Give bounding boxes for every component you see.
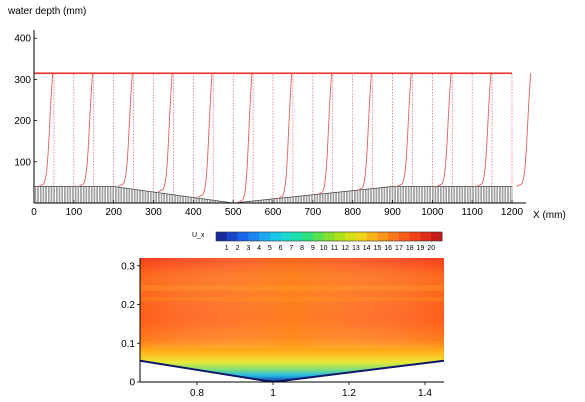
x-tick-label: 200 (105, 207, 122, 218)
y-tick-label: 400 (14, 34, 31, 45)
colorbar-cell (248, 232, 260, 241)
colorbar-label: 1 (225, 245, 229, 252)
x-tick-label: 300 (145, 207, 162, 218)
y-tick-label: 100 (14, 157, 31, 168)
x-tick-label: 1000 (421, 207, 444, 218)
colorbar-cell (366, 232, 378, 241)
colorbar-cell (237, 232, 249, 241)
top-y-label: water depth (mm) (7, 6, 86, 17)
velocity-profile (38, 73, 54, 187)
y-tick-label: 200 (14, 116, 31, 127)
velocity-profile (117, 73, 133, 187)
colorbar-cell (431, 232, 443, 241)
heatmap-y-ticks: 0 0.1 0.2 0.3 (121, 261, 140, 389)
colorbar-cell (377, 232, 389, 241)
colorbar-cell (420, 232, 432, 241)
velocity-heatmap: 0.8 1 1.2 1.4 0 0.1 0.2 0.3 (121, 258, 444, 399)
x-tick-label: 1.2 (342, 388, 356, 399)
colorbar-cell (291, 232, 303, 241)
velocity-profile (197, 73, 213, 198)
velocity-profile (237, 73, 253, 204)
velocity-profile (436, 73, 452, 187)
velocity-profiles (33, 73, 532, 204)
colorbar-label: 6 (279, 245, 283, 252)
colorbar-label: 8 (300, 245, 304, 252)
colorbar-cell (409, 232, 421, 241)
velocity-profile (157, 73, 173, 193)
colorbar-cell (312, 232, 325, 241)
colorbar-label: 14 (363, 245, 371, 252)
top-x-label: X (mm) (533, 210, 566, 221)
velocity-profile (356, 73, 372, 192)
x-tick-label: 700 (304, 207, 321, 218)
colorbar-cell (323, 232, 335, 241)
colorbar-label: 15 (374, 245, 382, 252)
velocity-profile (78, 73, 94, 187)
heatmap-bed-line (140, 359, 444, 382)
colorbar: U_x 1 2 3 4 5 6 7 8 9 10 11 12 13 14 15 16 17 18 19 20 (192, 231, 443, 252)
x-tick-label: 1 (270, 388, 276, 399)
depth-profile-chart: 0 100 200 300 400 500 600 700 800 900 1000 1100 1200… (7, 6, 566, 221)
colorbar-label: 3 (246, 245, 250, 252)
colorbar-cell (388, 232, 400, 241)
colorbar-cell (398, 232, 411, 241)
heatmap-x-ticks: 0.8 1 1.2 1.4 (190, 382, 432, 399)
colorbar-cell (345, 232, 357, 241)
top-y-ticks: 100 200 300 400 (14, 34, 37, 168)
colorbar-cell (280, 232, 292, 241)
velocity-profile (317, 73, 333, 196)
colorbar-label: 17 (395, 245, 403, 252)
colorbar-label: 11 (331, 245, 338, 252)
colorbar-label: 12 (341, 245, 349, 252)
colorbar-title: U_x (192, 232, 205, 239)
colorbar-cell (355, 232, 368, 241)
colorbar-cell (269, 232, 281, 241)
colorbar-label: 10 (320, 245, 328, 252)
y-tick-label: 300 (14, 75, 31, 86)
y-tick-label: 0 (129, 378, 135, 389)
x-tick-label: 1.4 (418, 388, 432, 399)
velocity-profile (516, 73, 532, 187)
colorbar-label: 20 (427, 245, 435, 252)
colorbar-cell (302, 232, 314, 241)
x-tick-label: 800 (344, 207, 361, 218)
x-tick-label: 400 (185, 207, 202, 218)
y-tick-label: 0.1 (121, 339, 135, 350)
velocity-profile (396, 73, 412, 187)
velocity-profile (277, 73, 293, 200)
y-tick-label: 0.3 (121, 261, 135, 272)
x-tick-label: 600 (265, 207, 282, 218)
colorbar-cell (334, 232, 346, 241)
colorbar-cell (259, 232, 271, 241)
x-tick-label: 500 (225, 207, 242, 218)
y-tick-label: 0.2 (121, 300, 135, 311)
colorbar-cell (226, 232, 238, 241)
colorbar-cell (216, 232, 228, 241)
x-tick-label: 0.8 (190, 388, 204, 399)
x-tick-label: 1200 (501, 207, 524, 218)
colorbar-label: 5 (268, 245, 272, 252)
x-tick-label: 100 (65, 207, 82, 218)
colorbar-label: 16 (384, 245, 392, 252)
colorbar-label: 13 (352, 245, 360, 252)
x-tick-label: 900 (384, 207, 401, 218)
colorbar-label: 19 (417, 245, 425, 252)
colorbar-label: 18 (406, 245, 414, 252)
colorbar-label: 7 (289, 245, 293, 252)
x-tick-label: 0 (31, 207, 37, 218)
top-x-ticks: 0 100 200 300 400 500 600 700 800 900 1000 1100 1200 (31, 200, 524, 218)
x-tick-label: 1100 (461, 207, 483, 218)
colorbar-label: 2 (236, 245, 240, 252)
velocity-profile (476, 73, 492, 187)
colorbar-label: 9 (311, 245, 315, 252)
colorbar-label: 4 (257, 245, 261, 252)
